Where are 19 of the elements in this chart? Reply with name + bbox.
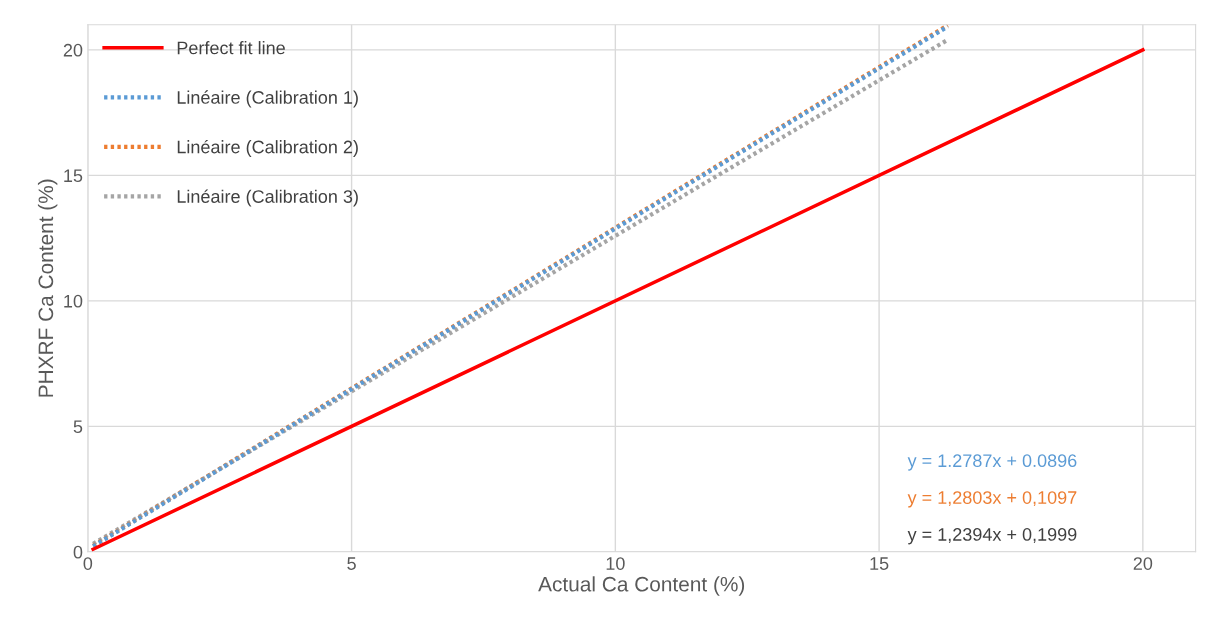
legend-label: Linéaire (Calibration 3) [177,189,358,207]
x-tick-label: 20 [1133,557,1153,570]
annotation: y = 1,2803x + 0,1097 [907,491,1077,508]
y-tick-label: 15 [64,169,83,183]
annotation: y = 1,2394x + 0,1999 [907,528,1077,545]
y-axis-title: PHXRF Ca Content (%) [37,179,58,397]
y-tick-label: 10 [64,294,83,308]
x-tick-label: 0 [83,557,93,570]
x-axis-title: Actual Ca Content (%) [538,576,745,596]
legend-label: Linéaire (Calibration 2) [177,139,358,157]
x-tick-label: 15 [870,557,889,570]
y-tick-label: 0 [73,545,83,559]
y-tick-label: 20 [63,43,83,57]
x-tick-label: 5 [347,557,356,570]
x-tick-label: 10 [606,557,625,570]
legend-label: Linéaire (Calibration 1) [177,90,358,108]
legend-label: Perfect fit line [177,41,285,55]
annotation: y = 1.2787x + 0.0896 [907,454,1077,471]
y-tick-label: 5 [73,420,83,434]
